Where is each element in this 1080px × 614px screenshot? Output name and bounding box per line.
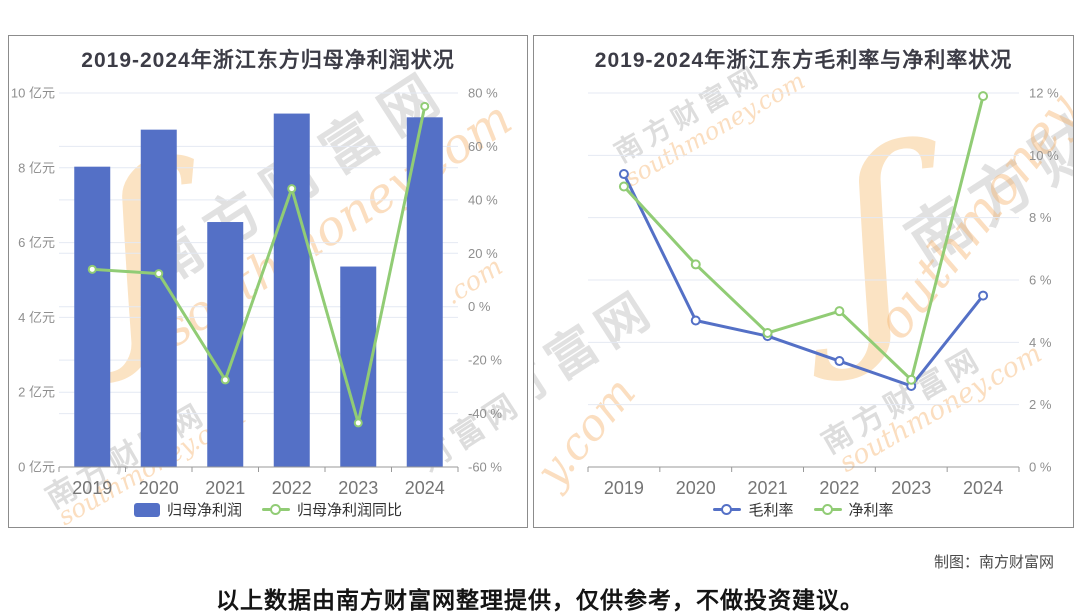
svg-text:6 亿元: 6 亿元 [18, 235, 55, 250]
legend-label-net-profit: 归母净利润 [166, 502, 242, 519]
margins-chart-panel: 南方财富网 southmoney.com 南方财富网 ʃ outhmoney 南… [533, 35, 1074, 528]
svg-text:8 亿元: 8 亿元 [18, 160, 55, 175]
svg-text:40 %: 40 % [468, 192, 498, 207]
line-marker-icon [813, 504, 842, 515]
svg-text:4 亿元: 4 亿元 [18, 310, 55, 325]
net-profit-chart-panel: 南方财富网 southmoney.com ʃ 南方财富网 southmoney.… [8, 35, 528, 528]
svg-text:2020: 2020 [139, 478, 179, 498]
svg-text:2023: 2023 [891, 478, 931, 498]
svg-text:-60 %: -60 % [468, 460, 502, 475]
svg-text:6 %: 6 % [1029, 273, 1052, 288]
svg-text:80 %: 80 % [468, 86, 498, 101]
svg-text:2024: 2024 [405, 478, 445, 498]
svg-text:10 亿元: 10 亿元 [11, 86, 55, 101]
chart-credit: 制图：南方财富网 [933, 554, 1054, 571]
svg-text:2022: 2022 [272, 478, 312, 498]
svg-text:2022: 2022 [819, 478, 859, 498]
net-profit-legend: 归母净利润 归母净利润同比 [9, 499, 527, 520]
net-profit-chart-title: 2019-2024年浙江东方归母净利润状况 [81, 49, 455, 72]
margins-line-chart: 12 % 10 % 8 % 6 % 4 % 2 % 0 % 2019 2020 2021 2022 2… [587, 86, 1059, 498]
svg-text:2020: 2020 [676, 478, 716, 498]
svg-text:4 %: 4 % [1029, 335, 1052, 350]
svg-text:2024: 2024 [963, 478, 1003, 498]
svg-text:60 %: 60 % [468, 139, 498, 154]
line-marker-icon [262, 504, 290, 515]
legend-item-net-profit[interactable]: 归母净利润 [133, 499, 242, 520]
svg-text:-20 %: -20 % [468, 353, 502, 368]
legend-item-net-margin[interactable]: 净利率 [813, 499, 894, 520]
svg-text:2023: 2023 [338, 478, 378, 498]
svg-text:10 %: 10 % [1029, 148, 1059, 163]
svg-text:0 亿元: 0 亿元 [18, 460, 55, 475]
line-marker-icon [713, 504, 742, 515]
bar-swatch-icon [133, 502, 160, 517]
legend-label-gross-margin: 毛利率 [748, 502, 794, 519]
svg-text:2021: 2021 [748, 478, 788, 498]
svg-text:12 %: 12 % [1029, 86, 1059, 101]
svg-text:2021: 2021 [205, 478, 245, 498]
legend-label-net-margin: 净利率 [848, 502, 894, 519]
svg-text:2 %: 2 % [1029, 397, 1052, 412]
svg-text:2 亿元: 2 亿元 [18, 385, 55, 400]
margins-legend: 毛利率 净利率 [534, 499, 1073, 520]
svg-text:0 %: 0 % [468, 299, 491, 314]
net-profit-bar-line-chart: 10 亿元 8 亿元 6 亿元 4 亿元 2 亿元 0 亿元 80 % 60 % 40 % 20 … [11, 86, 502, 499]
margins-chart-title: 2019-2024年浙江东方毛利率与净利率状况 [594, 49, 1013, 72]
legend-item-gross-margin[interactable]: 毛利率 [713, 499, 794, 520]
disclaimer-text: 以上数据由南方财富网整理提供，仅供参考，不做投资建议。 [216, 587, 864, 613]
legend-label-yoy: 归母净利润同比 [297, 502, 403, 519]
svg-text:2019: 2019 [604, 478, 644, 498]
svg-text:2019: 2019 [72, 478, 112, 498]
svg-text:8 %: 8 % [1029, 210, 1052, 225]
svg-text:-40 %: -40 % [468, 406, 502, 421]
legend-item-yoy[interactable]: 归母净利润同比 [262, 499, 402, 520]
svg-text:0 %: 0 % [1029, 460, 1052, 475]
svg-text:20 %: 20 % [468, 246, 498, 261]
